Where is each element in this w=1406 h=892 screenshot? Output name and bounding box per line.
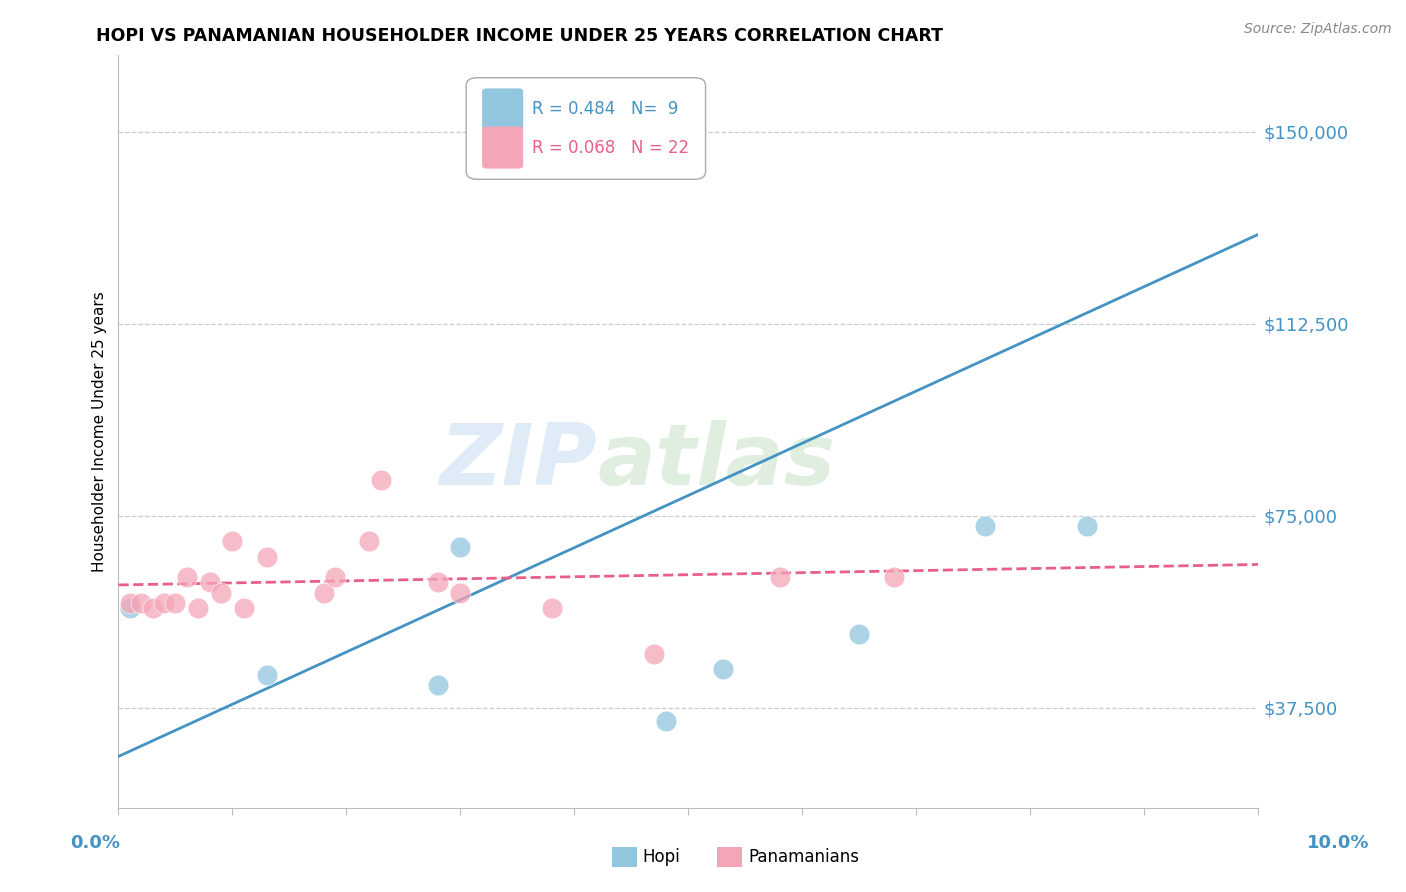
Point xyxy=(1076,519,1098,533)
Point xyxy=(449,585,471,599)
Point xyxy=(198,575,221,590)
Point xyxy=(654,714,676,728)
Y-axis label: Householder Income Under 25 years: Householder Income Under 25 years xyxy=(93,291,107,572)
Point xyxy=(256,667,278,681)
Point xyxy=(232,601,254,615)
Point xyxy=(129,596,152,610)
Text: atlas: atlas xyxy=(598,420,835,503)
Text: HOPI VS PANAMANIAN HOUSEHOLDER INCOME UNDER 25 YEARS CORRELATION CHART: HOPI VS PANAMANIAN HOUSEHOLDER INCOME UN… xyxy=(96,27,942,45)
Point xyxy=(359,534,381,549)
Point xyxy=(256,549,278,564)
Text: Hopi: Hopi xyxy=(643,848,681,866)
Point xyxy=(312,585,335,599)
FancyBboxPatch shape xyxy=(467,78,706,179)
Text: Panamanians: Panamanians xyxy=(748,848,859,866)
Point xyxy=(118,601,141,615)
Text: R = 0.068   N = 22: R = 0.068 N = 22 xyxy=(533,138,689,156)
Point xyxy=(323,570,346,584)
Text: R = 0.484   N=  9: R = 0.484 N= 9 xyxy=(533,101,679,119)
Text: Source: ZipAtlas.com: Source: ZipAtlas.com xyxy=(1244,22,1392,37)
Point xyxy=(426,575,449,590)
Point xyxy=(209,585,232,599)
Point xyxy=(540,601,562,615)
Point xyxy=(643,647,665,661)
Text: ZIP: ZIP xyxy=(440,420,598,503)
Point xyxy=(221,534,243,549)
Point xyxy=(848,626,870,640)
Point xyxy=(370,473,392,487)
Text: 0.0%: 0.0% xyxy=(70,834,121,852)
Point xyxy=(711,662,734,676)
Point xyxy=(973,519,995,533)
Text: 10.0%: 10.0% xyxy=(1308,834,1369,852)
FancyBboxPatch shape xyxy=(482,88,523,130)
Point xyxy=(187,601,209,615)
Point xyxy=(176,570,198,584)
Point xyxy=(449,540,471,554)
Point xyxy=(769,570,792,584)
Point xyxy=(165,596,187,610)
Point xyxy=(118,596,141,610)
FancyBboxPatch shape xyxy=(482,127,523,169)
Point xyxy=(883,570,905,584)
Point xyxy=(142,601,165,615)
Point xyxy=(153,596,176,610)
Point xyxy=(426,678,449,692)
